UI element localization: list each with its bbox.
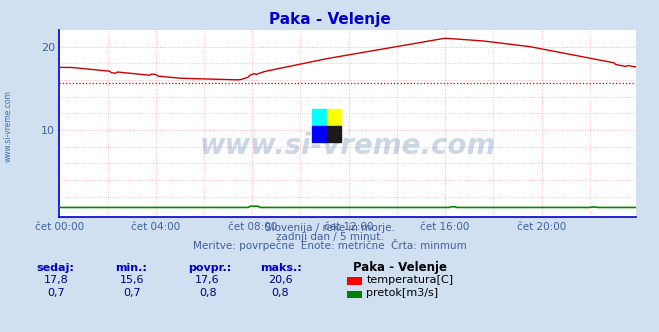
- Text: povpr.:: povpr.:: [188, 263, 231, 273]
- Text: zadnji dan / 5 minut.: zadnji dan / 5 minut.: [275, 232, 384, 242]
- Text: pretok[m3/s]: pretok[m3/s]: [366, 288, 438, 298]
- Text: 0,8: 0,8: [199, 288, 216, 298]
- Text: 17,6: 17,6: [195, 275, 220, 285]
- Text: 0,8: 0,8: [272, 288, 289, 298]
- Text: www.si-vreme.com: www.si-vreme.com: [4, 90, 13, 162]
- Text: Slovenija / reke in morje.: Slovenija / reke in morje.: [264, 223, 395, 233]
- Text: 0,7: 0,7: [47, 288, 65, 298]
- Text: temperatura[C]: temperatura[C]: [366, 275, 453, 285]
- Bar: [312, 109, 326, 126]
- Bar: [326, 109, 341, 126]
- Text: 17,8: 17,8: [43, 275, 69, 285]
- Text: 0,7: 0,7: [123, 288, 140, 298]
- Text: maks.:: maks.:: [260, 263, 302, 273]
- Text: 20,6: 20,6: [268, 275, 293, 285]
- Bar: [326, 126, 341, 142]
- Text: Paka - Velenje: Paka - Velenje: [269, 12, 390, 27]
- Text: www.si-vreme.com: www.si-vreme.com: [200, 132, 496, 160]
- Text: Paka - Velenje: Paka - Velenje: [353, 261, 447, 274]
- Text: 15,6: 15,6: [119, 275, 144, 285]
- Bar: [312, 126, 326, 142]
- Text: Meritve: povrpečne  Enote: metrične  Črta: minmum: Meritve: povrpečne Enote: metrične Črta:…: [192, 239, 467, 251]
- Text: min.:: min.:: [115, 263, 147, 273]
- Text: sedaj:: sedaj:: [36, 263, 74, 273]
